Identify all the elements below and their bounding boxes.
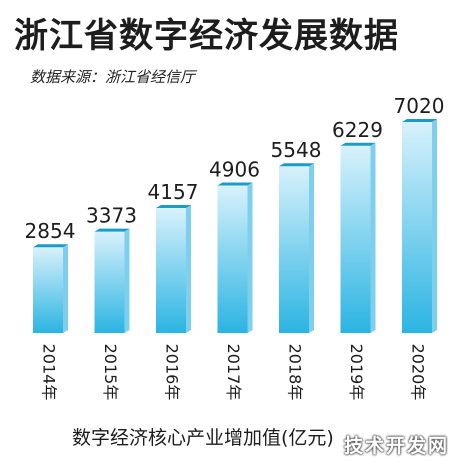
x-axis-label: 数字经济核心产业增加值(亿元) (72, 427, 334, 449)
data-label-4: 5548 (271, 138, 322, 162)
bar-6 (402, 122, 432, 333)
category-label-1: 2015年 (101, 344, 120, 401)
bar-cap-6 (402, 119, 437, 122)
bar-cap-1 (94, 228, 130, 232)
bar-side-5 (370, 142, 376, 333)
data-label-0: 2854 (25, 219, 76, 243)
bar-cap-5 (340, 142, 376, 146)
data-source: 数据来源：浙江省经信厅 (30, 68, 196, 86)
bar-side-4 (309, 163, 314, 333)
bar-1 (94, 231, 125, 333)
bar-side-6 (432, 119, 437, 333)
bar-side-1 (124, 228, 130, 333)
bar-0 (33, 247, 63, 333)
data-label-3: 4906 (209, 158, 260, 182)
bar-cap-4 (279, 163, 314, 167)
category-label-2: 2016年 (163, 344, 182, 401)
category-label-0: 2014年 (40, 344, 59, 401)
watermark: 技术开发网 (343, 435, 449, 457)
bar-5 (340, 145, 371, 333)
bar-cap-3 (217, 182, 253, 186)
category-label-4: 2018年 (286, 344, 305, 401)
bar-side-2 (186, 205, 191, 333)
bar-2 (156, 208, 186, 333)
category-label-6: 2020年 (409, 344, 428, 401)
data-label-6: 7020 (394, 94, 445, 118)
data-label-5: 6229 (332, 118, 383, 142)
bar-side-3 (247, 182, 253, 333)
bar-side-0 (63, 244, 68, 333)
bar-4 (279, 166, 309, 333)
bar-cap-0 (33, 244, 68, 248)
chart-title: 浙江省数字经济发展数据 (14, 16, 399, 56)
bar-3 (217, 185, 248, 333)
bar-cap-2 (156, 205, 191, 209)
category-label-3: 2017年 (224, 344, 243, 401)
data-label-2: 4157 (148, 180, 199, 204)
data-label-1: 3373 (86, 204, 137, 228)
category-label-5: 2019年 (347, 344, 366, 401)
